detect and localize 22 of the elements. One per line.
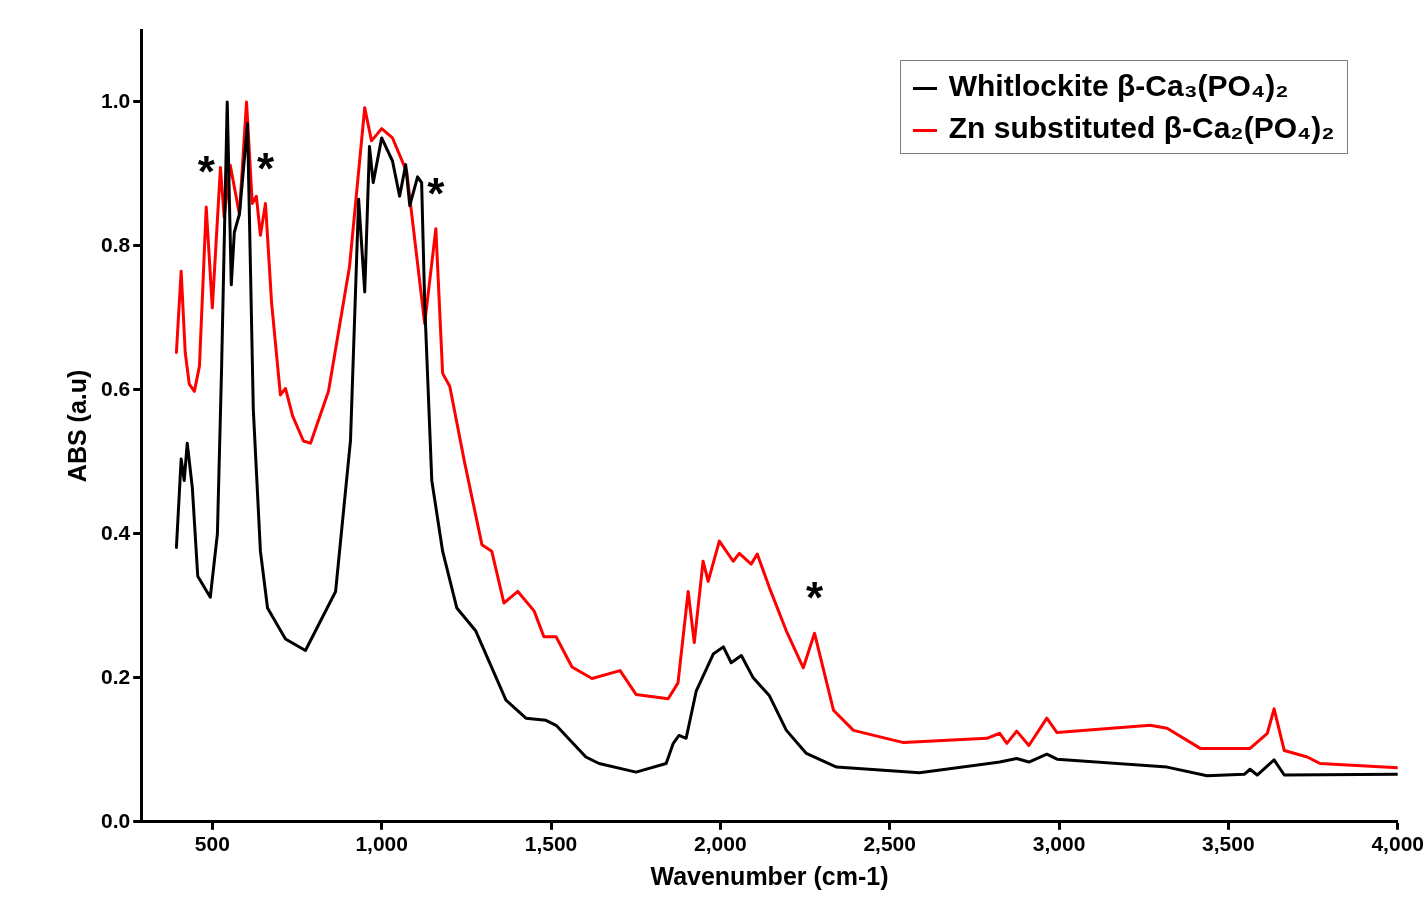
y-tick-label: 0.0 <box>100 808 131 832</box>
x-tick-label: 4,000 <box>1371 832 1425 856</box>
y-tick-label: 1.0 <box>100 88 131 112</box>
y-axis-title: ABS (a.u) <box>62 369 91 483</box>
annotation: * <box>805 573 824 623</box>
x-tick-label: 3,500 <box>1202 832 1255 856</box>
x-tick-label: 1,000 <box>355 832 408 856</box>
legend-label: Zn substituted β-Ca₂(PO₄)₂ <box>948 111 1335 144</box>
y-tick-label: 0.4 <box>100 520 131 544</box>
x-tick-label: 2,000 <box>694 832 747 856</box>
x-tick-label: 2,500 <box>863 832 916 856</box>
annotation: * <box>256 143 275 193</box>
y-tick-label: 0.2 <box>100 664 131 688</box>
annotation: * <box>427 168 446 218</box>
annotation: * <box>197 147 216 197</box>
x-tick-label: 1,500 <box>524 832 578 856</box>
y-tick-label: 0.8 <box>100 232 131 256</box>
x-tick-label: 3,000 <box>1032 832 1086 856</box>
x-tick-label: 500 <box>194 832 230 856</box>
x-axis-title: Wavenumber (cm-1) <box>650 861 889 890</box>
legend-label: Whitlockite β-Ca₃(PO₄)₂ <box>948 69 1289 102</box>
y-tick-label: 0.6 <box>100 376 131 400</box>
